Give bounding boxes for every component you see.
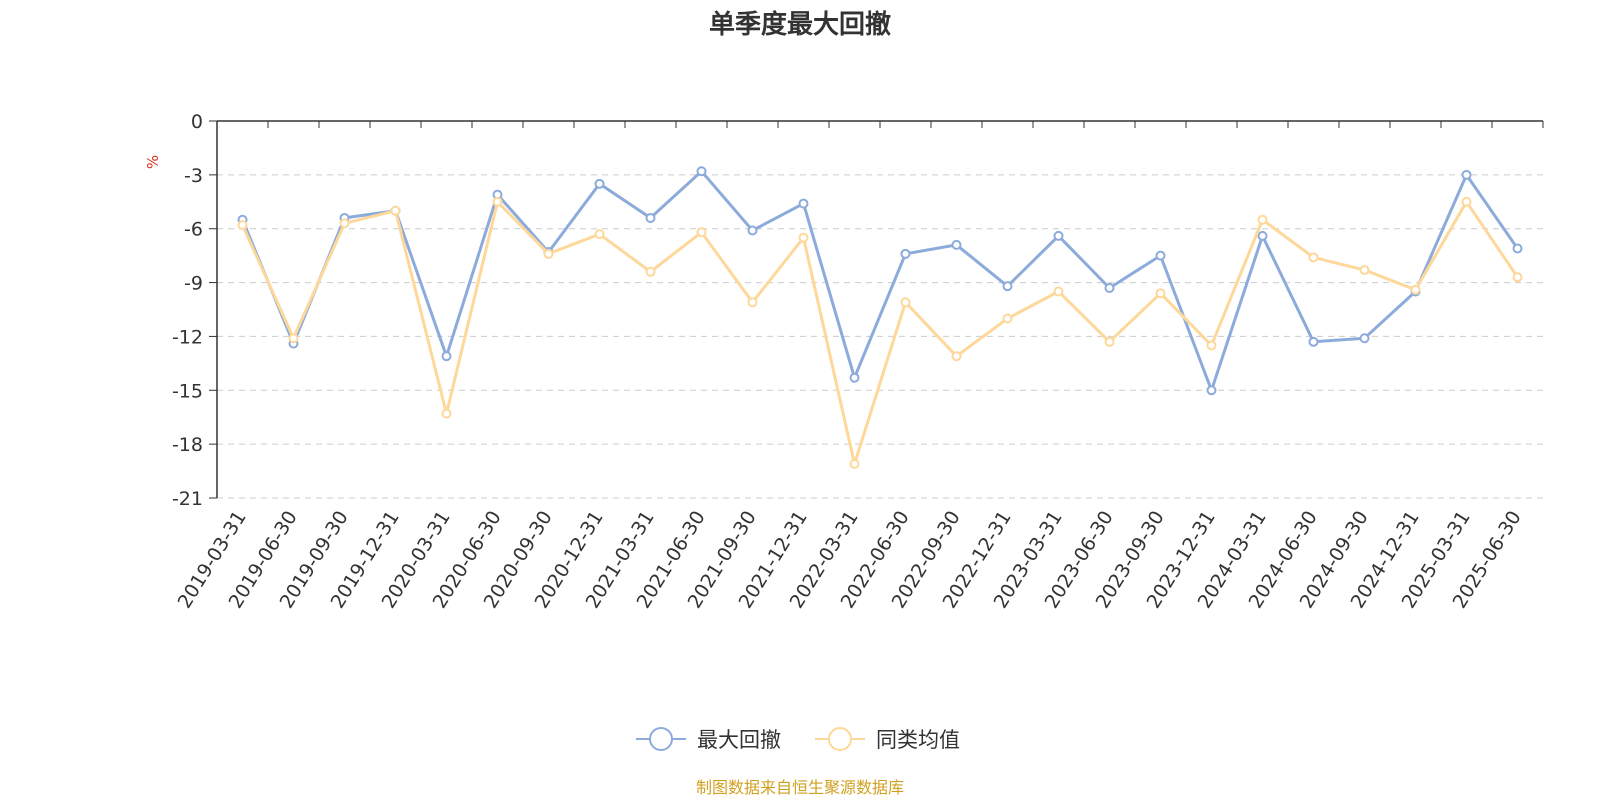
data-point (390, 205, 401, 216)
data-point (1308, 252, 1319, 263)
data-point (951, 239, 962, 250)
y-axis-unit: % (144, 155, 162, 169)
data-point (1257, 230, 1268, 241)
data-point (1410, 284, 1421, 295)
data-point (339, 218, 350, 229)
data-point (594, 229, 605, 240)
data-point (288, 333, 299, 344)
data-point (1155, 250, 1166, 261)
data-point (1461, 196, 1472, 207)
data-point (1002, 313, 1013, 324)
data-point (1461, 169, 1472, 180)
axes: 0-3-6-9-12-15-18-212019-03-312019-06-302… (172, 111, 1544, 612)
y-tick-label: 0 (191, 111, 203, 133)
y-tick-label: -9 (184, 273, 203, 295)
legend-label: 最大回撤 (697, 728, 781, 752)
y-tick-label: -21 (172, 488, 203, 510)
data-point (492, 196, 503, 207)
series-lines (237, 166, 1523, 469)
series-1 (237, 166, 1523, 396)
data-source-note: 制图数据来自恒生聚源数据库 (696, 778, 904, 797)
data-point (1206, 385, 1217, 396)
grid-lines (217, 174, 1543, 499)
legend-item-2[interactable]: 同类均值 (815, 727, 960, 752)
legend-circle-icon (649, 727, 673, 751)
data-point (1206, 340, 1217, 351)
y-tick-label: -18 (172, 434, 203, 456)
data-point (900, 297, 911, 308)
data-point (1053, 230, 1064, 241)
legend-item-1[interactable]: 最大回撤 (636, 727, 781, 752)
data-point (798, 232, 809, 243)
y-tick-label: -12 (172, 326, 203, 348)
legend[interactable]: 最大回撤 同类均值 (636, 727, 960, 752)
legend-label: 同类均值 (876, 728, 960, 752)
data-point (1053, 286, 1064, 297)
y-tick-label: -6 (184, 219, 203, 241)
data-point (900, 248, 911, 259)
y-tick-label: -3 (184, 165, 203, 187)
data-point (798, 198, 809, 209)
series-2 (237, 196, 1523, 469)
data-point (1104, 282, 1115, 293)
data-point (849, 372, 860, 383)
legend-circle-icon (828, 727, 852, 751)
series-line (241, 200, 1519, 466)
data-point (1512, 272, 1523, 283)
data-point (1002, 281, 1013, 292)
data-point (1359, 333, 1370, 344)
data-point (594, 178, 605, 189)
data-point (747, 225, 758, 236)
data-point (1308, 336, 1319, 347)
data-point (1359, 265, 1370, 276)
data-point (1512, 243, 1523, 254)
series-line (241, 169, 1519, 392)
data-point (645, 266, 656, 277)
data-point (441, 351, 452, 362)
data-point (696, 166, 707, 177)
data-point (849, 458, 860, 469)
data-point (237, 220, 248, 231)
data-point (1155, 288, 1166, 299)
data-point (645, 212, 656, 223)
data-point (543, 248, 554, 259)
data-point (951, 351, 962, 362)
data-point (696, 227, 707, 238)
data-point (1104, 336, 1115, 347)
y-tick-label: -15 (172, 380, 203, 402)
data-point (747, 297, 758, 308)
chart-title: 单季度最大回撤 (709, 9, 891, 40)
data-point (441, 408, 452, 419)
data-point (1257, 214, 1268, 225)
